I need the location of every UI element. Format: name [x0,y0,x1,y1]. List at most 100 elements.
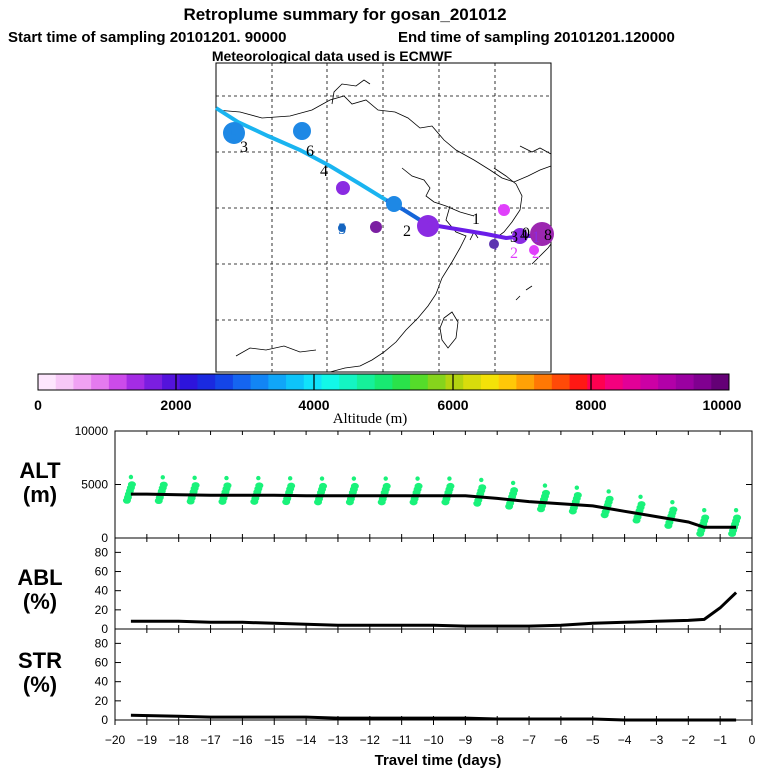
alt-scatter-point [479,477,484,483]
alt-y-tick-label: 10000 [75,424,109,438]
x-tick-label: 0 [749,733,756,747]
abl-y-tick-label: 40 [95,584,109,598]
alt-scatter-point [127,481,136,488]
abl-panel-label: ABL [17,565,62,590]
alt-panel-unit: (m) [23,482,57,507]
colorbar-swatch [374,374,393,390]
trajectory-markers [223,122,554,255]
colorbar-swatch [622,374,641,390]
alt-scatter-point [702,507,707,513]
alt-scatter-point [160,475,165,480]
alt-y-tick-label: 5000 [81,478,108,492]
trajectory-segment-lower [437,224,548,241]
map-gridlines [216,63,551,372]
x-tick-label: −3 [650,733,664,747]
alt-scatter-point [224,475,229,481]
trajectory-label: 2 [403,223,411,240]
trajectory-label: 2 [532,245,540,262]
trajectory-marker [489,239,499,249]
trajectory-label: 4 [296,125,304,142]
end-sampling-text: End time of sampling 20101201.120000 [398,29,675,46]
alt-mean-line [130,492,737,529]
alt-scatter-point [606,489,611,494]
str-panel: STR (%) 0 20 40 60 80 [18,628,753,727]
alt-scatter-point [669,506,678,513]
alt-scatter-point [351,476,357,481]
alt-scatter-point [350,482,359,490]
trajectory-label: 1 [472,211,480,228]
colorbar-tick-label: 6000 [437,397,468,413]
colorbar-swatch [480,374,500,390]
trajectory-label: 3 [510,229,518,246]
trajectory-marker [512,228,528,244]
alt-scatter-point [382,482,391,490]
alt-scatter-point [447,476,452,481]
colorbar-swatch [551,374,570,390]
x-tick-label: −9 [459,733,473,747]
alt-scatter-point [128,474,134,480]
colorbar-swatch [55,374,74,390]
str-y-tick-label: 40 [95,675,109,689]
colorbar-tick-label: 10000 [703,397,742,413]
abl-y-tick-label: 0 [101,622,108,636]
abl-y-tick-label: 80 [95,545,109,559]
x-tick-label: −20 [105,733,126,747]
alt-scatter-point [319,482,328,490]
alt-scatter-point [670,499,675,505]
abl-line [130,591,738,628]
x-tick-label: −13 [328,733,349,747]
trajectory-label: 4 [320,163,328,180]
alt-panel-label: ALT [19,458,61,483]
x-tick-label: −14 [296,733,317,747]
colorbar-swatch [427,374,446,390]
abl-panel-frame [114,537,753,630]
alt-scatter-point [733,514,742,521]
x-tick-label: −1 [713,733,727,747]
colorbar-swatch [232,374,252,390]
trajectory-label: 7 [499,202,507,219]
x-tick-label: −12 [360,733,381,747]
abl-panel-unit: (%) [23,589,57,614]
trajectory-label: 2 [510,245,518,262]
alt-scatter-point [287,482,296,490]
x-tick-label: −19 [137,733,158,747]
alt-y-ticks: 0 5000 10000 [75,424,753,545]
str-y-tick-label: 0 [101,713,108,727]
colorbar-tick-label: 8000 [575,397,606,413]
trajectory-marker [530,222,554,246]
colorbar-swatch [516,374,535,390]
alt-scatter-point [541,489,550,497]
abl-panel: ABL (%) 0 20 40 60 80 [17,537,753,636]
x-axis-ticks: −20 −19 −18 −17 −16 −15 −14 −13 −12 −11 −10 −9 −8 −7−… [105,720,756,747]
alt-scatter-point [510,480,516,486]
start-sampling-text: Start time of sampling 20101201. 90000 [8,29,286,46]
x-tick-label: −18 [169,733,190,747]
trajectory-label: 5 [338,221,346,238]
x-tick-label: −2 [681,733,695,747]
colorbar-swatch [569,374,588,390]
colorbar-swatch [640,374,659,390]
x-tick-label: −11 [392,733,412,747]
map-coastlines [215,79,552,373]
alt-scatter-point [319,476,325,481]
colorbar-swatch [91,374,110,390]
trajectory-label: 3 [426,219,434,236]
map-frame [215,62,552,373]
colorbar-swatch [339,374,358,390]
alt-y-tick-label: 0 [101,531,108,545]
alt-scatter-point [510,487,519,494]
trajectory-label: 8 [544,227,552,244]
alt-scatter-points [122,474,742,537]
alt-scatter-point [638,494,643,500]
met-data-text: Meteorological data used is ECMWF [212,48,453,64]
colorbar-swatch [410,374,429,390]
alt-scatter-point [256,475,261,481]
str-y-ticks: 0 20 40 60 80 [95,629,753,727]
colorbar-swatch [126,374,145,390]
trajectory-label: 4 [520,227,528,244]
trajectory-marker [529,245,539,255]
x-tick-label: −16 [232,733,253,747]
alt-scatter-point [637,501,646,508]
